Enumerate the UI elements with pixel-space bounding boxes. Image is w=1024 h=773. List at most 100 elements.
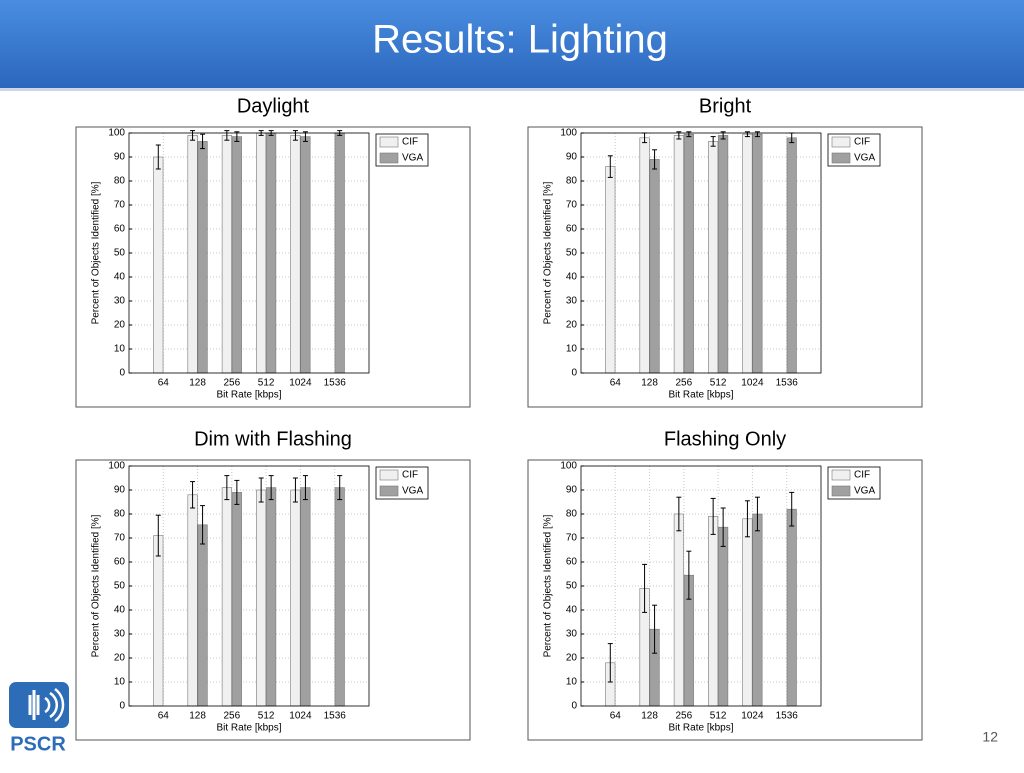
chart-title: Bright: [699, 95, 752, 117]
bar: [290, 135, 301, 374]
y-tick-label: 90: [114, 152, 126, 163]
bar: [266, 487, 277, 707]
x-tick-label: 1536: [324, 711, 347, 722]
y-tick-label: 0: [119, 368, 125, 379]
x-tick-label: 512: [710, 378, 727, 389]
chart: 0 10 20 30 40 50 60 70 80 90 100 64 128 256 512 1024 153…: [75, 459, 471, 741]
bar: [752, 513, 763, 707]
x-tick-label: 1536: [324, 378, 347, 389]
logo: PSCR: [9, 682, 69, 755]
chart-title: Flashing Only: [664, 428, 786, 450]
header-shadow: [0, 88, 1024, 91]
y-tick-label: 20: [114, 320, 126, 331]
x-tick-label: 128: [641, 378, 658, 389]
y-tick-label: 90: [566, 152, 578, 163]
logo-waves: [28, 690, 40, 720]
legend-swatch: [379, 485, 399, 497]
y-tick-label: 50: [114, 581, 126, 592]
bar: [256, 132, 267, 374]
bar: [673, 135, 684, 374]
legend-swatch: [831, 469, 851, 481]
y-tick-label: 70: [114, 533, 126, 544]
bar: [231, 136, 242, 374]
error-bar: [652, 149, 658, 170]
bar: [708, 516, 719, 707]
error-bar: [652, 604, 658, 654]
error-bar: [224, 130, 230, 141]
legend-label: CIF: [854, 137, 870, 148]
y-tick-label: 80: [566, 509, 578, 520]
bar: [639, 137, 650, 374]
x-tick-label: 128: [189, 378, 206, 389]
chart-title: Dim with Flashing: [194, 428, 352, 450]
legend-label: CIF: [402, 137, 418, 148]
bar: [683, 133, 694, 374]
error-bar: [155, 514, 161, 557]
y-tick-label: 40: [114, 605, 126, 616]
error-bar: [292, 477, 298, 503]
bar: [649, 159, 660, 374]
y-tick-label: 0: [571, 701, 577, 712]
y-tick-label: 20: [114, 653, 126, 664]
header-bar: [0, 0, 1024, 88]
legend-label: VGA: [402, 153, 423, 164]
y-tick-label: 50: [114, 248, 126, 259]
error-bar: [642, 563, 648, 613]
bar: [673, 513, 684, 707]
x-axis-title: Bit Rate [kbps]: [668, 723, 733, 734]
bar: [187, 494, 198, 707]
bar: [197, 141, 208, 374]
error-bar: [234, 479, 240, 505]
axes-box: [580, 465, 822, 707]
axes-box: [128, 132, 370, 374]
error-bar: [200, 505, 206, 545]
y-tick-label: 70: [566, 533, 578, 544]
y-tick-label: 60: [566, 224, 578, 235]
x-axis-title: Bit Rate [kbps]: [216, 390, 281, 401]
x-tick-label: 256: [224, 378, 241, 389]
y-tick-label: 70: [114, 200, 126, 211]
y-tick-label: 60: [566, 557, 578, 568]
x-tick-label: 1024: [289, 711, 312, 722]
x-tick-label: 1536: [776, 378, 799, 389]
bar: [187, 135, 198, 374]
bar: [718, 135, 729, 374]
y-tick-label: 60: [114, 224, 126, 235]
bar: [153, 535, 164, 707]
logo-arcs: [44, 688, 65, 722]
error-bar: [200, 133, 206, 150]
y-tick-label: 80: [566, 176, 578, 187]
y-tick-label: 40: [114, 272, 126, 283]
y-tick-label: 80: [114, 509, 126, 520]
bar: [605, 166, 616, 374]
y-tick-label: 40: [566, 605, 578, 616]
x-axis-title: Bit Rate [kbps]: [668, 390, 733, 401]
bar: [334, 487, 345, 707]
legend-swatch: [379, 136, 399, 148]
error-bar: [607, 643, 613, 683]
bar: [786, 508, 797, 707]
chart: 0 10 20 30 40 50 60 70 80 90 100 64 128 256 512 1024 153…: [527, 459, 923, 741]
x-tick-label: 512: [710, 711, 727, 722]
x-tick-label: 64: [610, 378, 622, 389]
y-tick-label: 0: [571, 368, 577, 379]
error-bar: [268, 475, 274, 501]
y-tick-label: 10: [566, 677, 578, 688]
bar: [231, 492, 242, 707]
x-tick-label: 64: [158, 711, 170, 722]
x-axis-title: Bit Rate [kbps]: [216, 723, 281, 734]
error-bar: [337, 475, 343, 501]
legend-swatch: [831, 485, 851, 497]
y-tick-label: 30: [114, 296, 126, 307]
x-tick-label: 1536: [776, 711, 799, 722]
y-axis-title: Percent of Objects Identified [%]: [543, 514, 554, 657]
y-tick-label: 10: [566, 344, 578, 355]
chart: 0 10 20 30 40 50 60 70 80 90 100 64 128 256 512 1024 153…: [75, 126, 471, 408]
y-tick-label: 30: [114, 629, 126, 640]
y-tick-label: 90: [114, 485, 126, 496]
y-tick-label: 100: [108, 128, 125, 139]
bar: [290, 489, 301, 707]
y-tick-label: 30: [566, 629, 578, 640]
y-tick-label: 50: [566, 581, 578, 592]
